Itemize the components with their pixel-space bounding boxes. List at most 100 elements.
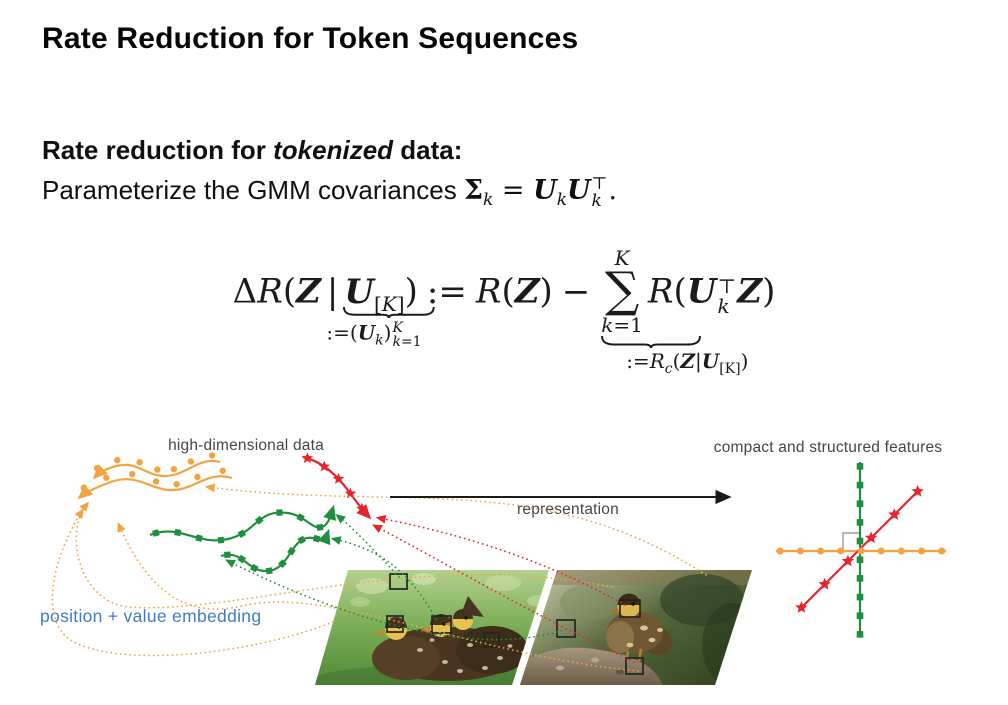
circle-marker: [173, 481, 180, 488]
square-marker: [856, 556, 864, 564]
circle-marker: [129, 470, 136, 478]
circle-marker: [152, 478, 160, 485]
embedding-arrow-red-1: [375, 514, 626, 606]
circle-marker: [136, 459, 143, 466]
circle-marker: [194, 473, 201, 481]
compact-features-label: compact and structured features: [713, 439, 943, 456]
underbrace-icon: [343, 307, 435, 318]
circle-marker: [114, 456, 121, 464]
circle-marker: [837, 547, 845, 555]
circle-marker: [80, 484, 88, 491]
circle-marker: [187, 458, 195, 465]
circle-marker: [817, 547, 825, 555]
embedding-arrow-orange-1: [204, 483, 707, 576]
star-marker: [841, 554, 855, 567]
emphasis-tokenized: tokenized: [273, 135, 394, 165]
right-angle-icon: [842, 532, 860, 551]
square-marker: [312, 534, 321, 543]
representation-label: representation: [517, 501, 619, 518]
star-marker: [795, 601, 808, 613]
circle-marker: [938, 547, 946, 555]
embedding-label: position + value embedding: [40, 606, 262, 626]
square-marker: [278, 559, 287, 569]
square-marker: [287, 546, 296, 556]
circle-marker: [219, 467, 227, 474]
square-marker: [237, 554, 247, 564]
features-plot: [776, 462, 946, 638]
circle-marker: [93, 465, 101, 472]
square-marker: [856, 463, 864, 470]
star-marker: [301, 452, 314, 464]
underbrace-sum-label: :=Rc(Z|U[K]): [626, 349, 749, 378]
embedding-arrow-orange-2: [75, 501, 613, 609]
star-marker: [356, 502, 368, 514]
underbrace-icon: [601, 336, 701, 348]
patch-box: [556, 599, 644, 675]
square-marker: [152, 529, 160, 537]
square-marker: [224, 551, 231, 559]
orange-manifold-curve-1: [92, 459, 221, 480]
circle-marker: [897, 547, 905, 555]
inline-math-covariance: Σk = UkU ⊤ k.: [463, 173, 618, 211]
embedding-arrow-orange-4: [117, 521, 639, 672]
square-marker: [296, 513, 305, 522]
figure-diagram: [51, 452, 946, 685]
embedding-arrows: [51, 483, 707, 672]
duckling-heads: [375, 609, 473, 640]
square-marker: [856, 481, 864, 489]
manifolds: [77, 452, 372, 575]
square-marker: [856, 519, 864, 526]
circle-marker: [918, 547, 926, 555]
orange-manifold-curve-2: [77, 475, 233, 500]
embedding-arrow-orange-3: [51, 508, 334, 657]
high-dimensional-data-label: high-dimensional data: [168, 437, 324, 454]
patch-box: [386, 573, 500, 648]
square-marker: [856, 612, 864, 620]
circle-marker: [103, 474, 110, 481]
embedding-arrow-red-2: [372, 524, 635, 663]
body-line-1: Rate reduction for tokenized data:: [42, 135, 463, 165]
square-marker: [237, 529, 247, 538]
star-marker: [318, 460, 330, 472]
square-marker: [276, 509, 283, 516]
square-marker: [174, 528, 182, 537]
square-marker: [250, 563, 259, 573]
body-text: Rate reduction for tokenized data: Param…: [42, 130, 617, 211]
square-marker: [856, 537, 864, 545]
square-marker: [254, 515, 264, 525]
duckling-photo-right: [520, 570, 752, 685]
star-marker: [818, 577, 831, 590]
star-marker: [888, 508, 901, 520]
slide-title: Rate Reduction for Token Sequences: [42, 22, 579, 55]
square-marker: [195, 534, 203, 542]
circle-marker: [877, 547, 885, 555]
square-marker: [856, 593, 864, 601]
circle-marker: [857, 547, 865, 555]
body-line-2: Parameterize the GMM covariances Σk = Uk…: [42, 173, 618, 211]
circle-marker: [796, 547, 804, 555]
star-marker: [332, 472, 345, 484]
ducklings-photo-left: [315, 570, 549, 685]
circle-marker: [208, 452, 216, 459]
square-marker: [856, 575, 864, 582]
star-marker: [911, 484, 924, 497]
star-marker: [344, 487, 357, 499]
circle-marker: [776, 547, 784, 555]
square-marker: [217, 536, 225, 544]
square-marker: [856, 631, 864, 638]
square-marker: [265, 567, 273, 575]
embedding-arrow-green-2: [330, 536, 437, 620]
embedding-arrow-green-1: [335, 513, 400, 578]
square-marker: [297, 535, 307, 545]
star-marker: [864, 531, 878, 544]
circle-marker: [154, 466, 161, 473]
square-marker: [856, 500, 864, 508]
underbrace-sum-group: K ∑ k=1 R(U ⊤ k Z):=Rc(Z|U[K]): [601, 246, 776, 378]
circle-marker: [170, 465, 178, 473]
embedding-arrow-green-3: [225, 559, 567, 641]
square-marker: [316, 523, 324, 531]
